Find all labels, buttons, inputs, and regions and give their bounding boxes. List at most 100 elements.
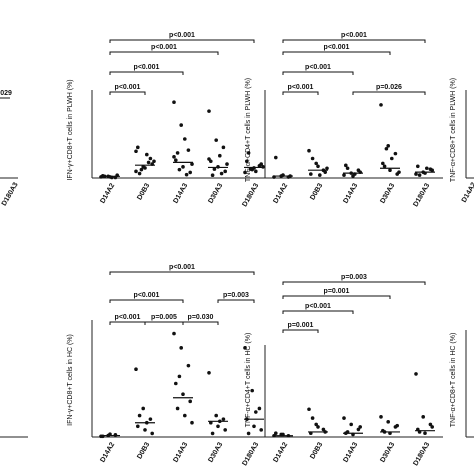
data-point (349, 422, 354, 427)
data-point (421, 415, 426, 419)
data-point (221, 417, 226, 421)
data-point (246, 431, 251, 436)
data-point (219, 171, 224, 176)
x-tick-label: D14A3 (342, 182, 359, 204)
data-point (134, 367, 138, 372)
data-point (379, 415, 383, 419)
data-point (414, 372, 418, 376)
data-point (390, 156, 394, 161)
data-point (325, 166, 329, 171)
x-tick-label: D14A2 (272, 441, 289, 463)
p-value: p=0.026 (376, 84, 402, 91)
data-point (342, 416, 346, 420)
data-point (210, 173, 215, 178)
data-point (314, 161, 319, 166)
comparison-bracket (352, 91, 426, 95)
data-point (188, 399, 192, 404)
data-point (223, 169, 227, 174)
data-point (137, 171, 142, 176)
x-tick-label: D14A2 (99, 182, 116, 204)
p-value: p<0.001 (151, 44, 177, 51)
p-value: p<0.001 (169, 32, 195, 39)
data-point (207, 109, 211, 113)
data-point (141, 406, 145, 411)
data-point (246, 151, 251, 155)
data-point (323, 170, 328, 174)
data-point (136, 424, 140, 429)
data-point (358, 425, 363, 429)
x-tick-label: D0B3 (136, 182, 151, 201)
data-point (181, 165, 185, 169)
data-point (395, 423, 400, 428)
data-point (225, 162, 229, 166)
data-point (152, 159, 156, 164)
data-point (190, 420, 194, 425)
data-point (243, 170, 247, 175)
comparison-bracket (282, 71, 354, 75)
data-point (207, 157, 211, 161)
p-value: p=0.005 (151, 314, 177, 321)
data-point (397, 170, 401, 174)
data-point (221, 145, 226, 150)
p-value: p<0.001 (115, 314, 141, 321)
data-point (183, 137, 187, 141)
data-point (216, 424, 220, 429)
data-point (417, 173, 422, 177)
p-value: p<0.001 (169, 264, 195, 271)
data-point (210, 431, 215, 436)
y-axis-label: IFN-γ+CD8+T cells in HC (%) (67, 334, 74, 426)
data-point (179, 123, 183, 127)
data-point (183, 413, 187, 418)
p-value: p=0.003 (223, 292, 249, 299)
p-value: p<0.001 (115, 84, 141, 91)
p-value: p=0.003 (341, 274, 367, 281)
comparison-bracket (109, 51, 219, 55)
data-point (254, 410, 258, 414)
x-tick-label: D30A3 (379, 182, 396, 204)
data-point (134, 149, 138, 154)
data-point (134, 169, 138, 174)
data-point (381, 161, 385, 166)
y-axis-label: TNF-α+CD4+T cells in PLWH (%) (245, 78, 252, 182)
comparison-bracket (182, 321, 219, 325)
data-point (174, 158, 178, 162)
data-point (382, 164, 387, 169)
comparison-bracket (282, 39, 426, 43)
data-point (257, 406, 262, 411)
comparison-bracket (217, 299, 255, 303)
data-point (143, 166, 147, 170)
comparison-bracket (109, 71, 184, 75)
p-value: p<0.001 (134, 292, 160, 299)
data-point (143, 428, 147, 432)
x-tick-label: D14A2 (99, 441, 116, 463)
data-point (386, 420, 391, 424)
edge-x-label: D14A2 (461, 181, 474, 203)
x-tick-label: D0B3 (136, 441, 151, 460)
data-point (148, 156, 153, 161)
comparison-bracket (282, 91, 319, 95)
y-axis-label: IFN-γ+CD8+T cells in PLWH (%) (67, 79, 74, 180)
p-value: p=0.001 (288, 322, 314, 329)
data-point (345, 166, 350, 171)
data-point (145, 152, 149, 157)
data-point (414, 172, 418, 176)
data-point (386, 144, 391, 148)
data-point (175, 151, 180, 155)
x-tick-label: D30A3 (207, 182, 224, 204)
p-value: p<0.001 (305, 303, 331, 310)
data-point (218, 153, 222, 158)
x-tick-label: D180A3 (412, 441, 431, 467)
x-tick-label: D30A3 (207, 441, 224, 463)
x-tick-label: D14A3 (172, 441, 189, 463)
x-tick-label: D14A3 (172, 182, 189, 204)
data-point (307, 407, 311, 412)
x-tick-label: D0B3 (309, 182, 324, 201)
data-point (274, 155, 278, 160)
data-point (314, 422, 319, 427)
data-point (259, 162, 264, 166)
comparison-bracket (282, 295, 391, 299)
data-point (310, 156, 315, 161)
data-point (248, 167, 253, 171)
edge-x-label: D180A3 (1, 181, 20, 207)
data-point (188, 170, 192, 175)
